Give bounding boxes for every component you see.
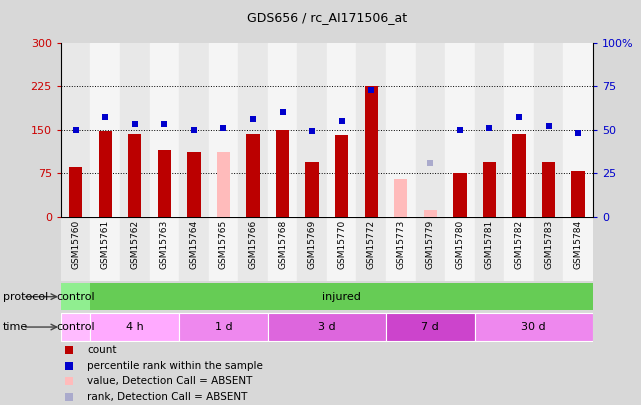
Bar	[445, 217, 475, 281]
Bar	[209, 43, 238, 217]
Text: GSM15781: GSM15781	[485, 220, 494, 269]
Text: GSM15766: GSM15766	[249, 220, 258, 269]
Text: GSM15780: GSM15780	[455, 220, 465, 269]
Bar	[158, 150, 171, 217]
Text: 7 d: 7 d	[422, 322, 439, 332]
Bar	[217, 151, 230, 217]
Bar	[356, 43, 386, 217]
Bar	[356, 217, 386, 281]
Text: GSM15762: GSM15762	[130, 220, 139, 269]
Text: GSM15772: GSM15772	[367, 220, 376, 269]
Text: GSM15773: GSM15773	[396, 220, 405, 269]
Text: 30 d: 30 d	[522, 322, 546, 332]
Bar	[238, 217, 268, 281]
Bar	[120, 43, 149, 217]
Bar	[297, 43, 327, 217]
Bar	[475, 43, 504, 217]
Bar	[386, 43, 415, 217]
Bar	[504, 217, 534, 281]
Text: GSM15764: GSM15764	[189, 220, 199, 269]
Bar	[335, 135, 348, 217]
Bar	[534, 217, 563, 281]
Text: time: time	[3, 322, 28, 332]
Bar	[445, 43, 475, 217]
Text: protocol: protocol	[3, 292, 49, 302]
Bar	[327, 217, 356, 281]
Bar	[542, 162, 555, 217]
Bar	[268, 313, 386, 341]
Bar	[415, 43, 445, 217]
Bar	[149, 43, 179, 217]
Bar	[61, 217, 90, 281]
Bar	[365, 86, 378, 217]
Bar	[572, 171, 585, 217]
Text: GSM15782: GSM15782	[515, 220, 524, 269]
Text: GSM15783: GSM15783	[544, 220, 553, 269]
Text: injured: injured	[322, 292, 361, 302]
Bar	[563, 217, 593, 281]
Bar	[297, 217, 327, 281]
Text: GSM15779: GSM15779	[426, 220, 435, 269]
Bar	[268, 217, 297, 281]
Bar	[179, 313, 268, 341]
Text: GSM15761: GSM15761	[101, 220, 110, 269]
Bar	[512, 134, 526, 217]
Text: 4 h: 4 h	[126, 322, 144, 332]
Bar	[563, 43, 593, 217]
Text: GDS656 / rc_AI171506_at: GDS656 / rc_AI171506_at	[247, 11, 407, 24]
Text: GSM15768: GSM15768	[278, 220, 287, 269]
Bar	[90, 217, 120, 281]
Bar	[483, 162, 496, 217]
Text: value, Detection Call = ABSENT: value, Detection Call = ABSENT	[87, 377, 253, 386]
Text: 3 d: 3 d	[318, 322, 336, 332]
Bar	[61, 313, 90, 341]
Bar	[386, 313, 475, 341]
Text: GSM15763: GSM15763	[160, 220, 169, 269]
Text: count: count	[87, 345, 117, 355]
Bar	[187, 151, 201, 217]
Bar	[61, 283, 90, 310]
Bar	[453, 173, 467, 217]
Bar	[61, 43, 90, 217]
Text: 1 d: 1 d	[215, 322, 232, 332]
Bar	[179, 43, 209, 217]
Bar	[209, 217, 238, 281]
Bar	[327, 43, 356, 217]
Text: rank, Detection Call = ABSENT: rank, Detection Call = ABSENT	[87, 392, 248, 402]
Bar	[306, 162, 319, 217]
Bar	[386, 217, 415, 281]
Text: GSM15765: GSM15765	[219, 220, 228, 269]
Text: GSM15769: GSM15769	[308, 220, 317, 269]
Bar	[238, 43, 268, 217]
Bar	[179, 217, 209, 281]
Text: control: control	[56, 292, 95, 302]
Bar	[475, 217, 504, 281]
Bar	[90, 43, 120, 217]
Text: percentile rank within the sample: percentile rank within the sample	[87, 361, 263, 371]
Bar	[394, 179, 408, 217]
Bar	[475, 313, 593, 341]
Bar	[246, 134, 260, 217]
Text: GSM15770: GSM15770	[337, 220, 346, 269]
Text: GSM15784: GSM15784	[574, 220, 583, 269]
Bar	[276, 130, 289, 217]
Text: control: control	[56, 322, 95, 332]
Bar	[128, 134, 142, 217]
Bar	[149, 217, 179, 281]
Bar	[69, 167, 82, 217]
Bar	[268, 43, 297, 217]
Bar	[504, 43, 534, 217]
Bar	[424, 210, 437, 217]
Bar	[90, 313, 179, 341]
Bar	[415, 217, 445, 281]
Text: GSM15760: GSM15760	[71, 220, 80, 269]
Bar	[120, 217, 149, 281]
Bar	[534, 43, 563, 217]
Bar	[99, 131, 112, 217]
